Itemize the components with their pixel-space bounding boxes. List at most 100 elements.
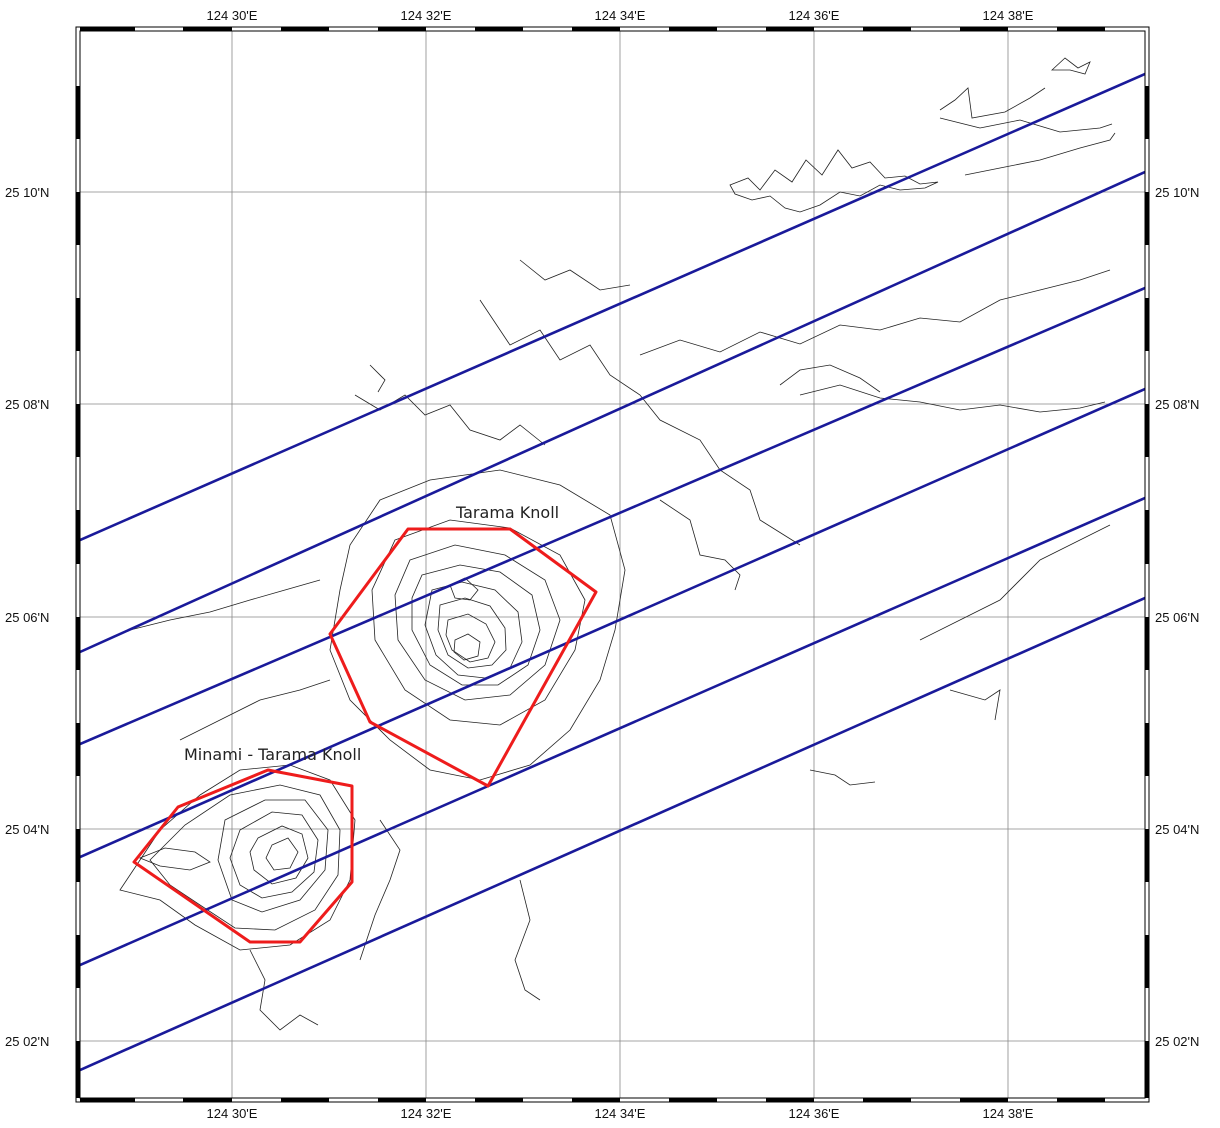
- frame-segment: [1145, 86, 1149, 139]
- survey-line-6: [80, 596, 1145, 1072]
- frame-segment: [281, 1098, 329, 1102]
- lon-label-bottom: 124 32'E: [401, 1106, 452, 1121]
- contour-tarama-3: [411, 564, 541, 686]
- contour-ne-strip-2: [964, 132, 1116, 176]
- contour-ne-strip: [939, 117, 1113, 133]
- lon-label-top: 124 30'E: [207, 8, 258, 23]
- frame-segment: [378, 1098, 426, 1102]
- lon-label-top: 124 32'E: [401, 8, 452, 23]
- contour-mid-sprawl: [479, 299, 801, 546]
- map-frame-background: [80, 31, 1145, 1098]
- contour-se-strand-2: [949, 689, 1001, 721]
- survey-line-3: [80, 286, 1145, 746]
- frame-segment: [1145, 404, 1149, 457]
- contour-left-line-2: [179, 679, 331, 741]
- contour-east-shelf-2: [799, 384, 1106, 413]
- frame-segment: [1145, 723, 1149, 776]
- lon-label-top: 124 36'E: [789, 8, 840, 23]
- lon-label-top: 124 34'E: [595, 8, 646, 23]
- survey-line-5: [80, 496, 1145, 967]
- contour-ne-top: [939, 87, 1046, 119]
- frame-segment: [1145, 935, 1149, 988]
- frame-segment: [76, 404, 80, 457]
- frame-segment: [766, 1098, 814, 1102]
- lon-label-bottom: 124 30'E: [207, 1106, 258, 1121]
- lat-label-left: 25 10'N: [5, 185, 49, 200]
- lat-label-right: 25 10'N: [1155, 185, 1199, 200]
- lon-label-top: 124 38'E: [983, 8, 1034, 23]
- lon-labels-bottom: 124 30'E 124 32'E 124 34'E 124 36'E 124 …: [207, 1106, 1034, 1121]
- contour-ne-islet: [1050, 57, 1091, 75]
- frame-segment: [572, 27, 620, 31]
- frame-segment: [766, 27, 814, 31]
- frame-segment: [76, 1041, 80, 1098]
- contour-mid-upper-2: [369, 364, 386, 393]
- tarama-knoll-area: [328, 527, 598, 788]
- lon-label-bottom: 124 36'E: [789, 1106, 840, 1121]
- frame-segment: [76, 510, 80, 564]
- contour-minami-3: [229, 811, 319, 899]
- frame-segment: [1145, 192, 1149, 245]
- survey-line-2: [80, 170, 1145, 654]
- contour-left-line: [129, 579, 321, 631]
- contour-minami-west: [138, 847, 211, 871]
- survey-line-1: [80, 72, 1145, 542]
- frame-segment: [183, 1098, 232, 1102]
- contour-south-spur: [249, 949, 319, 1031]
- lat-label-right: 25 02'N: [1155, 1034, 1199, 1049]
- frame-segment: [1145, 510, 1149, 564]
- contour-minami-2: [217, 799, 329, 913]
- survey-line-4: [80, 387, 1145, 859]
- frame-segment: [76, 829, 80, 882]
- lon-label-bottom: 124 34'E: [595, 1106, 646, 1121]
- lat-label-left: 25 02'N: [5, 1034, 49, 1049]
- contour-mid-sprawl-2: [519, 259, 631, 291]
- lon-labels-top: 124 30'E 124 32'E 124 34'E 124 36'E 124 …: [207, 8, 1034, 23]
- frame-ticks: [76, 27, 1149, 1102]
- contour-tarama-2: [394, 544, 561, 701]
- contour-se-strand: [919, 524, 1111, 641]
- contour-minami-outer: [119, 764, 356, 951]
- lon-label-bottom: 124 38'E: [983, 1106, 1034, 1121]
- contour-tarama-6: [445, 613, 496, 663]
- frame-segment: [960, 1098, 1008, 1102]
- graticule: [80, 31, 1145, 1098]
- frame-segment: [1145, 617, 1149, 670]
- contour-south-spur-3: [514, 879, 541, 1001]
- lat-labels-right: 25 10'N 25 08'N 25 06'N 25 04'N 25 02'N: [1155, 185, 1199, 1049]
- frame-segment: [572, 1098, 620, 1102]
- survey-lines: [80, 72, 1145, 1072]
- frame-segment: [183, 27, 232, 31]
- frame-segment: [1145, 298, 1149, 351]
- contour-tarama-7: [453, 633, 481, 661]
- frame-segment: [1057, 27, 1105, 31]
- contour-south-spur-2: [359, 819, 401, 961]
- contour-minami-5: [265, 837, 299, 871]
- map-frame: [75, 26, 1150, 1103]
- contour-tarama-5: [437, 597, 507, 669]
- contour-east-shelf-3: [779, 364, 881, 393]
- lat-label-right: 25 06'N: [1155, 610, 1199, 625]
- lat-label-right: 25 08'N: [1155, 397, 1199, 412]
- frame-segment: [1057, 1098, 1105, 1102]
- contour-east-cluster: [809, 769, 876, 786]
- frame-segment: [669, 1098, 717, 1102]
- minami-tarama-knoll-label: Minami - Tarama Knoll: [184, 745, 361, 764]
- contour-mid-east: [659, 499, 741, 591]
- frame-segment: [960, 27, 1008, 31]
- frame-segment: [863, 1098, 911, 1102]
- lat-label-left: 25 04'N: [5, 822, 49, 837]
- contour-minami-4: [249, 825, 309, 885]
- frame-segment: [669, 27, 717, 31]
- frame-segment: [378, 27, 426, 31]
- frame-segment: [76, 192, 80, 245]
- contour-east-shelf: [639, 269, 1111, 356]
- frame-segment: [80, 27, 135, 31]
- frame-segment: [1145, 829, 1149, 882]
- tarama-knoll-label: Tarama Knoll: [455, 503, 559, 522]
- lat-label-left: 25 08'N: [5, 397, 49, 412]
- frame-segment: [76, 617, 80, 670]
- lat-label-right: 25 04'N: [1155, 822, 1199, 837]
- frame-segment: [475, 27, 523, 31]
- frame-segment: [281, 27, 329, 31]
